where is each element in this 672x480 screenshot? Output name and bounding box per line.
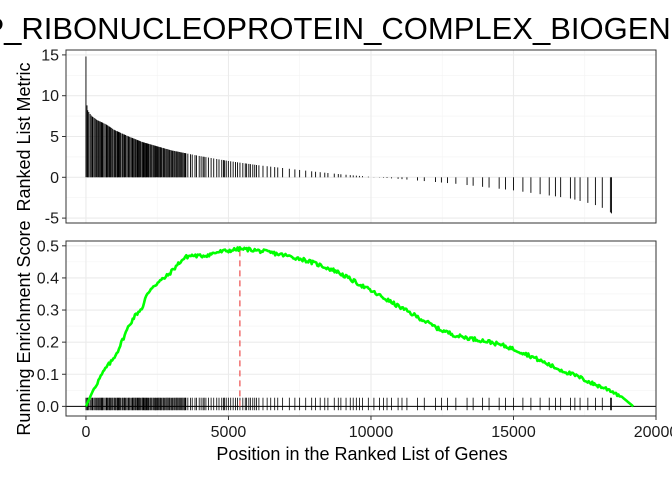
running-es-y-axis: 0.0 0.1 0.2 0.3 0.4 0.5: [37, 238, 66, 416]
x-axis-title: Position in the Ranked List of Genes: [216, 444, 507, 464]
x-axis: 0 5000 10000 15000 20000: [81, 416, 672, 441]
y-tick-label: 0.4: [37, 270, 59, 287]
ranked-list-bars: [85, 56, 612, 214]
y-tick-label: 0.3: [37, 303, 59, 320]
running-es-y-axis-title: Running Enrichment Score: [14, 220, 34, 435]
x-tick-label: 5000: [211, 424, 247, 441]
x-tick-label: 15000: [491, 424, 536, 441]
gene-hit-marks: [85, 397, 612, 411]
y-tick-label: 0.0: [37, 399, 59, 416]
y-tick-label: 15: [41, 47, 59, 64]
chart-title: GOBP_RIBONUCLEOPROTEIN_COMPLEX_BIOGENESI…: [0, 11, 672, 46]
x-tick-label: 0: [81, 424, 90, 441]
ranked-list-y-axis-title: Ranked List Metric: [14, 62, 34, 211]
y-tick-label: -5: [45, 211, 59, 228]
y-tick-label: 0.1: [37, 367, 59, 384]
running-es-series: [84, 246, 635, 408]
x-tick-label: 10000: [349, 424, 394, 441]
running-es-panel: 0.0 0.1 0.2 0.3 0.4 0.5 Running Enrichment Sc…: [14, 220, 657, 436]
y-tick-label: 0.5: [37, 238, 59, 255]
ranked-list-panel: -5 0 5 10 15 Ranked List Metric: [14, 47, 657, 228]
running-es-panel-background: [66, 241, 656, 416]
x-tick-label: 20000: [634, 424, 672, 441]
y-tick-label: 0: [50, 170, 59, 187]
ranked-list-y-axis: -5 0 5 10 15: [41, 47, 66, 228]
running-es-line: [84, 246, 635, 408]
running-es-panel-border: [65, 240, 657, 417]
y-tick-label: 10: [41, 88, 59, 105]
y-tick-label: 5: [50, 129, 59, 146]
y-tick-label: 0.2: [37, 335, 59, 352]
